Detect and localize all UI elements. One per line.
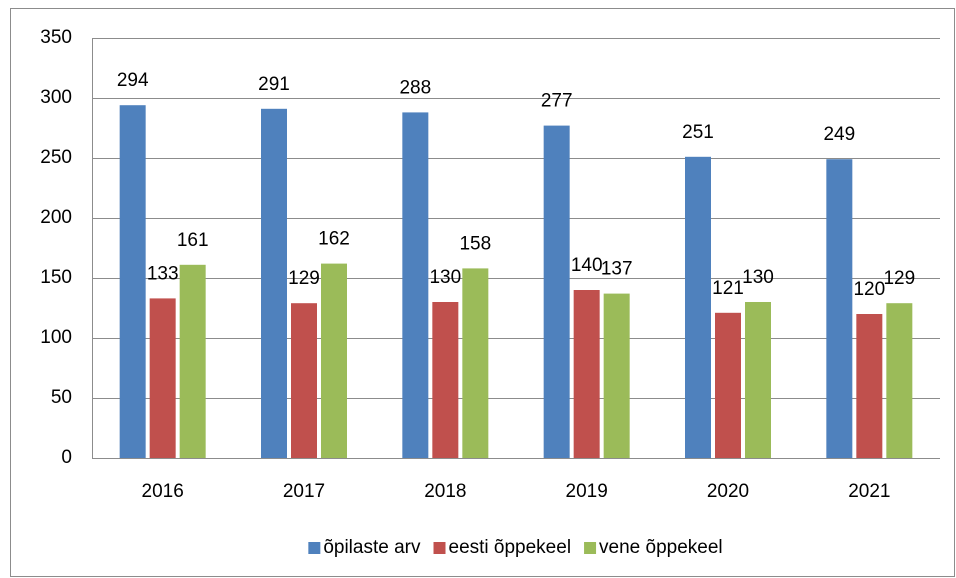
data-label: 140 xyxy=(571,255,603,276)
bar xyxy=(886,303,913,458)
data-label: 121 xyxy=(712,278,744,299)
data-label: 120 xyxy=(853,279,885,300)
data-label: 277 xyxy=(541,91,573,112)
x-tick-label: 2016 xyxy=(142,481,184,502)
y-tick-label: 200 xyxy=(40,207,72,228)
legend-label: vene õppekeel xyxy=(599,537,723,558)
data-label: 251 xyxy=(682,122,714,143)
bar xyxy=(685,156,711,459)
bar xyxy=(321,263,347,458)
data-label: 291 xyxy=(258,74,290,95)
bar xyxy=(261,108,287,459)
bar xyxy=(826,159,853,458)
legend-swatch xyxy=(584,542,597,554)
bar xyxy=(462,268,489,458)
data-label: 158 xyxy=(459,233,491,254)
bar xyxy=(856,314,883,458)
y-tick-label: 250 xyxy=(40,147,72,168)
bar xyxy=(402,112,429,459)
data-label: 161 xyxy=(177,230,209,251)
data-label: 249 xyxy=(823,124,855,145)
y-tick-label: 300 xyxy=(40,87,72,108)
legend-label: õpilaste arv xyxy=(323,537,421,558)
bar xyxy=(745,302,771,458)
x-tick-label: 2017 xyxy=(283,481,325,502)
y-tick-label: 50 xyxy=(51,387,72,408)
data-label: 137 xyxy=(601,259,633,280)
legend-swatch xyxy=(433,542,446,554)
data-label: 129 xyxy=(288,268,320,289)
data-label: 130 xyxy=(742,267,774,288)
x-tick-label: 2019 xyxy=(566,481,608,502)
bar xyxy=(603,293,630,458)
x-tick-label: 2020 xyxy=(707,481,749,502)
bar xyxy=(432,302,459,458)
bar xyxy=(573,290,600,458)
data-label: 133 xyxy=(147,263,179,284)
data-label: 162 xyxy=(318,229,350,250)
bar xyxy=(543,125,570,458)
y-tick-label: 0 xyxy=(61,447,72,468)
bar xyxy=(149,298,176,458)
data-label: 294 xyxy=(117,70,149,91)
chart-border xyxy=(10,8,955,577)
legend-label: eesti õppekeel xyxy=(449,537,572,558)
legend-swatch xyxy=(308,542,321,554)
data-label: 288 xyxy=(399,77,431,98)
y-tick-label: 350 xyxy=(40,27,72,48)
y-tick-label: 100 xyxy=(40,327,72,348)
y-tick-label: 150 xyxy=(40,267,72,288)
bar xyxy=(291,303,317,458)
data-label: 129 xyxy=(883,268,915,289)
x-tick-label: 2018 xyxy=(424,481,466,502)
bar xyxy=(715,312,741,458)
bar xyxy=(119,105,146,458)
bar xyxy=(179,264,206,458)
x-tick-label: 2021 xyxy=(848,481,890,502)
data-label: 130 xyxy=(429,267,461,288)
